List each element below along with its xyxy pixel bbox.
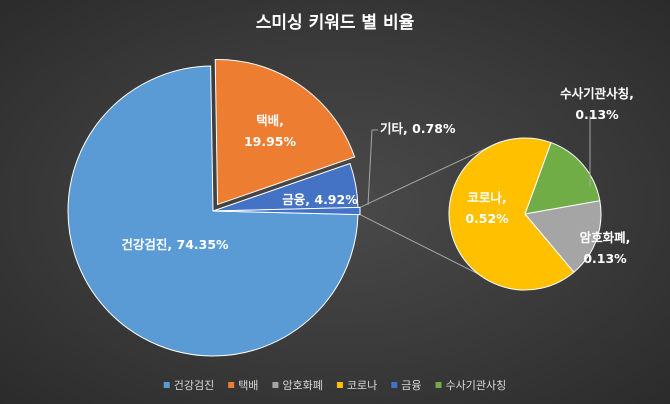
legend: 건강검진 택배 암호화폐 코로나 금융 수사기관사칭	[163, 379, 507, 392]
connector-line-bottom	[359, 214, 479, 275]
legend-label: 코로나	[347, 379, 377, 392]
sub-pie	[448, 137, 602, 291]
legend-item-금융: 금융	[391, 379, 422, 392]
legend-item-암호화폐: 암호화폐	[272, 379, 323, 392]
legend-label: 건강검진	[174, 379, 214, 392]
legend-label: 암호화폐	[282, 379, 322, 392]
legend-swatch	[228, 382, 235, 388]
legend-swatch	[272, 382, 279, 388]
sub-pie-slice-수사기관사칭	[524, 141, 601, 215]
main-pie	[67, 58, 361, 357]
leader-line-기타	[367, 129, 378, 206]
legend-item-수사기관사칭: 수사기관사칭	[435, 379, 507, 392]
data-labels: 건강검진, 74.35% 택배, 19.95% 금융, 4.92% 기타, 0.78% 코…	[121, 86, 633, 266]
data-label-기타: 기타, 0.78%	[380, 121, 456, 136]
data-label-건강검진: 건강검진, 74.35%	[121, 237, 229, 252]
legend-swatch	[435, 382, 442, 388]
pie-slice-택배	[214, 58, 356, 206]
sub-pie-slice-암호화폐	[524, 200, 602, 273]
legend-item-코로나: 코로나	[336, 379, 377, 392]
data-label-암호화폐: 암호화폐, 0.13%	[580, 230, 631, 266]
pie-slice-기타	[212, 206, 361, 216]
legend-label: 택배	[238, 379, 258, 392]
sub-pie-slice-코로나	[448, 137, 575, 291]
legend-swatch	[391, 382, 398, 388]
legend-label: 수사기관사칭	[446, 379, 507, 392]
legend-label: 금융	[401, 379, 421, 392]
chart-title: 스미싱 키워드 별 비율	[256, 13, 415, 33]
data-label-택배: 택배, 19.95%	[244, 113, 297, 149]
legend-swatch	[163, 382, 170, 388]
legend-item-택배: 택배	[228, 379, 258, 392]
connector-lines	[359, 146, 490, 275]
data-label-수사기관사칭: 수사기관사칭, 0.13%	[560, 86, 634, 122]
connector-line-top	[359, 146, 490, 208]
pie-slice-건강검진	[67, 65, 359, 357]
legend-item-건강검진: 건강검진	[163, 379, 214, 392]
data-label-금융: 금융, 4.92%	[282, 192, 358, 207]
data-label-코로나: 코로나, 0.52%	[465, 190, 509, 226]
legend-swatch	[336, 382, 343, 388]
